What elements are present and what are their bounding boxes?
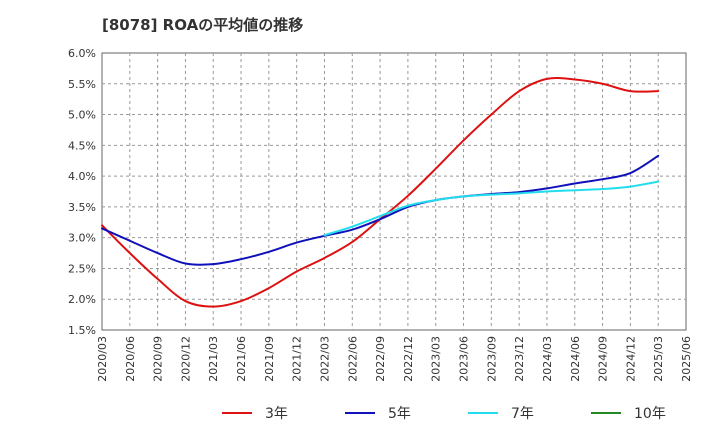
y-tick-label: 2.5%: [68, 262, 96, 275]
grid-lines: [102, 53, 686, 330]
y-tick-label: 4.5%: [68, 139, 96, 152]
x-tick-label: 2021/12: [291, 336, 304, 382]
plot-frame: [101, 52, 687, 331]
series-line-2: [101, 154, 660, 266]
x-tick-label: 2020/09: [152, 336, 165, 382]
series-lines: [101, 76, 660, 308]
x-tick-label: 2021/06: [235, 336, 248, 382]
y-tick-label: 5.5%: [68, 78, 96, 91]
x-tick-label: 2024/09: [597, 336, 610, 382]
x-tick-label: 2023/03: [430, 336, 443, 382]
legend: 3年 5年 7年 10年: [222, 406, 666, 422]
x-tick-label: 2024/06: [569, 336, 582, 382]
x-tick-label: 2023/09: [485, 336, 498, 382]
legend-label-3: 7年: [511, 406, 534, 422]
y-tick-label: 6.0%: [68, 47, 96, 60]
y-tick-label: 3.5%: [68, 201, 96, 214]
x-axis-ticks: 2020/03 2020/06 2020/09 2020/12 2021/03 2021/…: [96, 336, 693, 382]
legend-label-2: 5年: [388, 406, 411, 422]
x-tick-label: 2023/06: [458, 336, 471, 382]
y-tick-label: 1.5%: [68, 324, 96, 337]
x-tick-label: 2020/12: [179, 336, 192, 382]
x-tick-label: 2024/03: [541, 336, 554, 382]
x-tick-label: 2022/09: [374, 336, 387, 382]
series-line-3: [323, 180, 660, 237]
x-tick-label: 2021/09: [263, 336, 276, 382]
x-tick-label: 2022/03: [318, 336, 331, 382]
x-tick-label: 2025/06: [680, 336, 693, 382]
x-tick-label: 2022/12: [402, 336, 415, 382]
x-tick-label: 2023/12: [513, 336, 526, 382]
y-tick-label: 2.0%: [68, 293, 96, 306]
x-tick-label: 2025/03: [652, 336, 665, 382]
x-tick-label: 2022/06: [346, 336, 359, 382]
y-tick-label: 4.0%: [68, 170, 96, 183]
chart-title: [8078] ROAの平均値の推移: [102, 16, 303, 34]
x-tick-label: 2020/03: [96, 336, 109, 382]
x-tick-label: 2021/03: [207, 336, 220, 382]
y-axis-ticks: 1.5% 2.0% 2.5% 3.0% 3.5% 4.0% 4.5% 5.0% 5.5% 6.0%: [68, 47, 96, 337]
x-tick-label: 2020/06: [124, 336, 137, 382]
y-tick-label: 5.0%: [68, 109, 96, 122]
legend-label-4: 10年: [634, 406, 666, 422]
y-tick-label: 3.0%: [68, 232, 96, 245]
legend-label-1: 3年: [265, 406, 288, 422]
x-tick-label: 2024/12: [624, 336, 637, 382]
